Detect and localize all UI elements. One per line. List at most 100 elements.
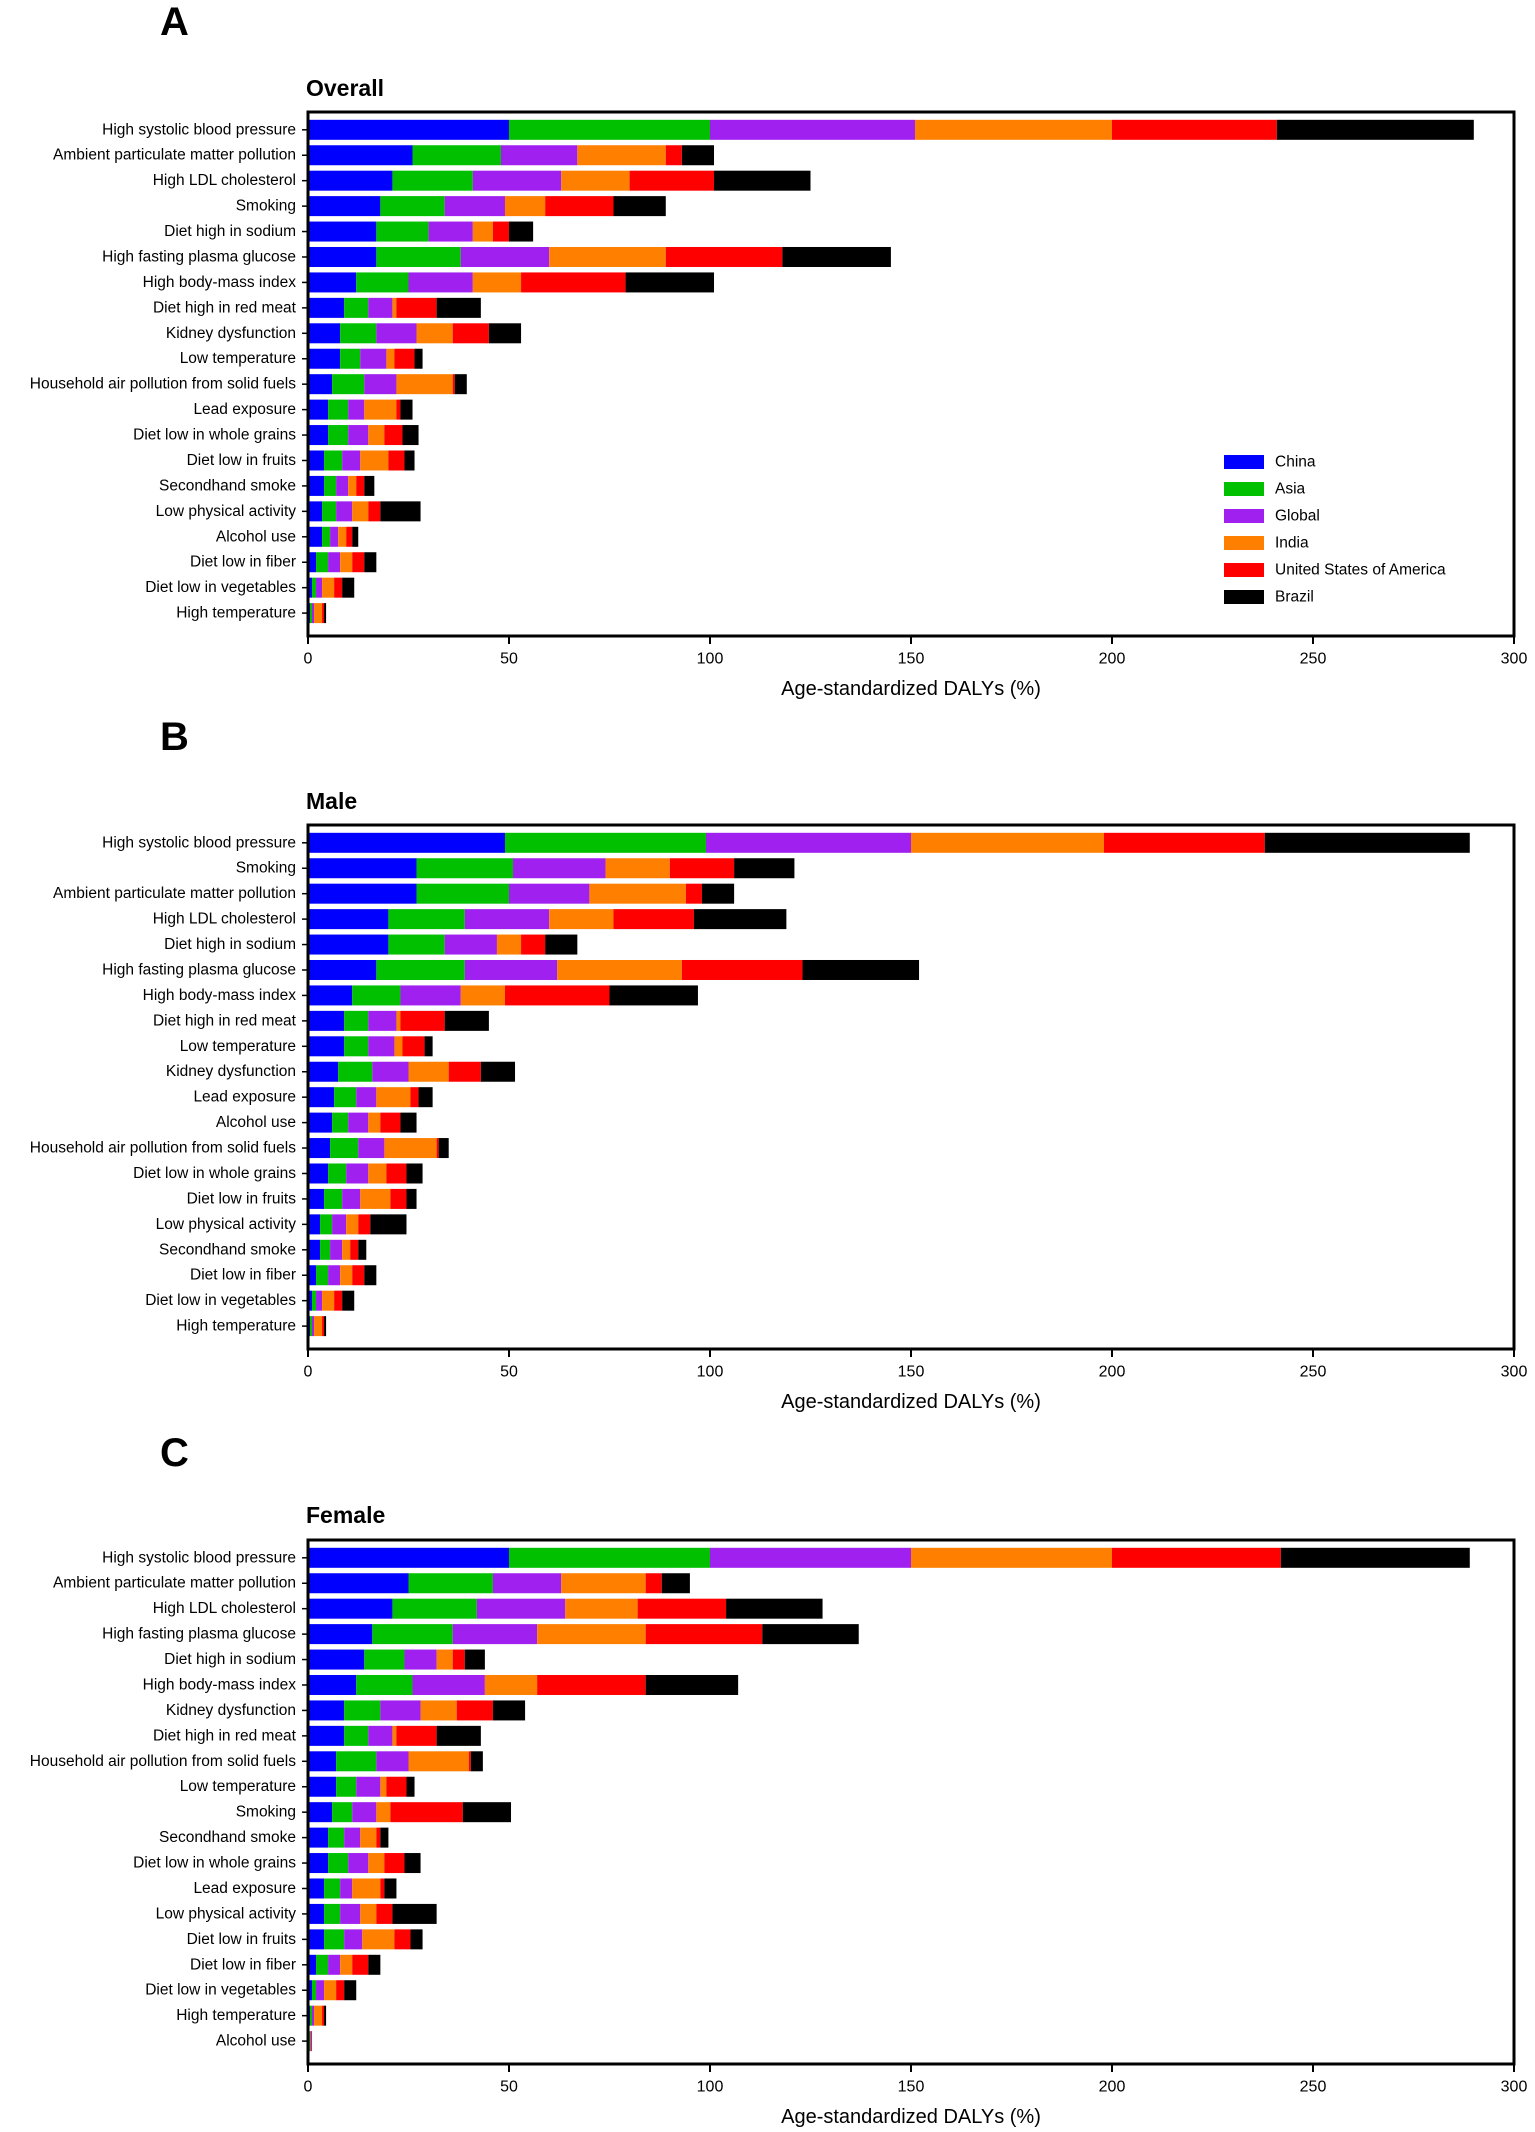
- bar-row-diet-low-in-vegetables: [308, 1290, 355, 1311]
- category-label: High temperature: [176, 1318, 296, 1335]
- bar-segment-india: [561, 170, 630, 191]
- bar-segment-china: [308, 1878, 325, 1899]
- bar-segment-china: [308, 1214, 321, 1235]
- bar-segment-global: [472, 170, 562, 191]
- bar-segment-china: [308, 425, 329, 446]
- category-label: Low temperature: [180, 1778, 296, 1795]
- bar-segment-asia: [344, 1010, 369, 1031]
- bar-segment-brazil: [400, 399, 413, 420]
- bar-row-ambient-particulate-matter-pollution: [308, 883, 735, 904]
- bar-segment-united-states-of-america: [336, 1980, 345, 2001]
- x-tick-label: 150: [898, 2079, 925, 2096]
- bar-segment-asia: [338, 1061, 373, 1082]
- bar-row-high-systolic-blood-pressure: [308, 832, 1470, 853]
- bar-segment-brazil: [462, 1802, 512, 1823]
- category-label: High body-mass index: [143, 274, 297, 291]
- bar-segment-india: [472, 272, 522, 293]
- bar-segment-brazil: [424, 1036, 433, 1057]
- bar-segment-india: [549, 246, 666, 267]
- bar-segment-united-states-of-america: [376, 1903, 393, 1924]
- category-label: Low physical activity: [156, 503, 297, 520]
- bar-segment-india: [420, 1700, 457, 1721]
- bar-segment-global: [348, 1853, 369, 1874]
- bar-segment-china: [308, 246, 377, 267]
- bar-segment-united-states-of-america: [521, 272, 626, 293]
- category-label: High systolic blood pressure: [102, 1549, 296, 1566]
- bar-segment-global: [316, 1290, 323, 1311]
- bar-segment-brazil: [802, 959, 920, 980]
- bar-segment-china: [308, 1929, 325, 1950]
- bar-segment-china: [308, 450, 325, 471]
- bar-segment-brazil: [1264, 832, 1470, 853]
- x-tick-label: 200: [1099, 2079, 1126, 2096]
- legend-swatch: [1224, 509, 1264, 523]
- bar-row-ambient-particulate-matter-pollution: [308, 145, 715, 166]
- bar-segment-asia: [504, 832, 706, 853]
- bar-segment-brazil: [488, 323, 522, 344]
- legend-swatch: [1224, 563, 1264, 577]
- category-label: Alcohol use: [216, 2033, 296, 2050]
- bar-row-diet-high-in-sodium: [308, 934, 578, 955]
- bar-segment-united-states-of-america: [545, 196, 614, 217]
- bar-segment-united-states-of-america: [396, 1725, 437, 1746]
- bar-segment-china: [308, 145, 413, 166]
- bar-segment-united-states-of-america: [334, 1290, 343, 1311]
- bar-segment-global: [464, 959, 558, 980]
- bar-segment-global: [400, 985, 461, 1006]
- bar-segment-united-states-of-america: [380, 1878, 385, 1899]
- bar-segment-asia: [392, 170, 473, 191]
- bar-row-household-air-pollution-from-solid-fuels: [308, 1138, 449, 1159]
- bar-segment-brazil: [470, 1751, 483, 1772]
- legend-label: Global: [1275, 508, 1320, 525]
- bar-segment-china: [308, 1802, 333, 1823]
- bar-segment-india: [340, 1265, 353, 1286]
- bar-segment-asia: [392, 1598, 477, 1619]
- bar-segment-india: [384, 1138, 437, 1159]
- bar-row-diet-low-in-vegetables: [308, 577, 355, 598]
- x-tick-label: 0: [304, 651, 313, 668]
- bar-segment-global: [412, 1674, 485, 1695]
- bar-segment-global: [368, 1010, 397, 1031]
- category-label: Diet low in whole grains: [133, 1855, 296, 1872]
- bar-segment-china: [308, 552, 317, 573]
- x-tick-label: 100: [697, 2079, 724, 2096]
- bar-segment-china: [308, 1010, 345, 1031]
- bar-segment-united-states-of-america: [394, 348, 415, 369]
- bar-segment-india: [362, 1929, 395, 1950]
- bar-segment-brazil: [406, 1776, 415, 1797]
- category-label: Smoking: [236, 860, 296, 877]
- bar-row-high-temperature: [308, 2005, 327, 2026]
- bar-segment-united-states-of-america: [322, 2005, 325, 2026]
- bar-segment-china: [308, 399, 329, 420]
- bar-segment-china: [308, 170, 393, 191]
- bar-segment-brazil: [370, 1214, 407, 1235]
- bar-segment-asia: [316, 1265, 329, 1286]
- bar-segment-united-states-of-america: [358, 1214, 371, 1235]
- bar-segment-united-states-of-america: [504, 985, 610, 1006]
- bar-segment-global: [310, 2031, 311, 2052]
- bar-segment-asia: [324, 1929, 345, 1950]
- bar-segment-global: [348, 399, 365, 420]
- bar-segment-india: [408, 1061, 449, 1082]
- bar-segment-china: [308, 526, 323, 547]
- bar-segment-brazil: [384, 1878, 397, 1899]
- bar-segment-china: [308, 501, 323, 522]
- bar-segment-india: [416, 323, 453, 344]
- bar-segment-global: [330, 1239, 343, 1260]
- bar-segment-asia: [412, 145, 501, 166]
- bar-segment-asia: [376, 221, 429, 242]
- bar-segment-asia: [322, 501, 337, 522]
- bar-segment-china: [308, 909, 389, 930]
- bar-row-diet-low-in-fiber: [308, 552, 377, 573]
- bar-row-diet-high-in-red-meat: [308, 1725, 481, 1746]
- bar-segment-global: [376, 1751, 409, 1772]
- bar-segment-global: [330, 526, 339, 547]
- bar-segment-united-states-of-america: [1112, 119, 1277, 140]
- bar-row-low-temperature: [308, 1776, 415, 1797]
- bar-segment-global: [492, 1573, 562, 1594]
- bar-segment-china: [308, 221, 377, 242]
- bar-segment-asia: [380, 196, 445, 217]
- category-label: High body-mass index: [143, 1676, 297, 1693]
- bar-segment-asia: [310, 1316, 313, 1337]
- category-label: High fasting plasma glucose: [102, 961, 296, 978]
